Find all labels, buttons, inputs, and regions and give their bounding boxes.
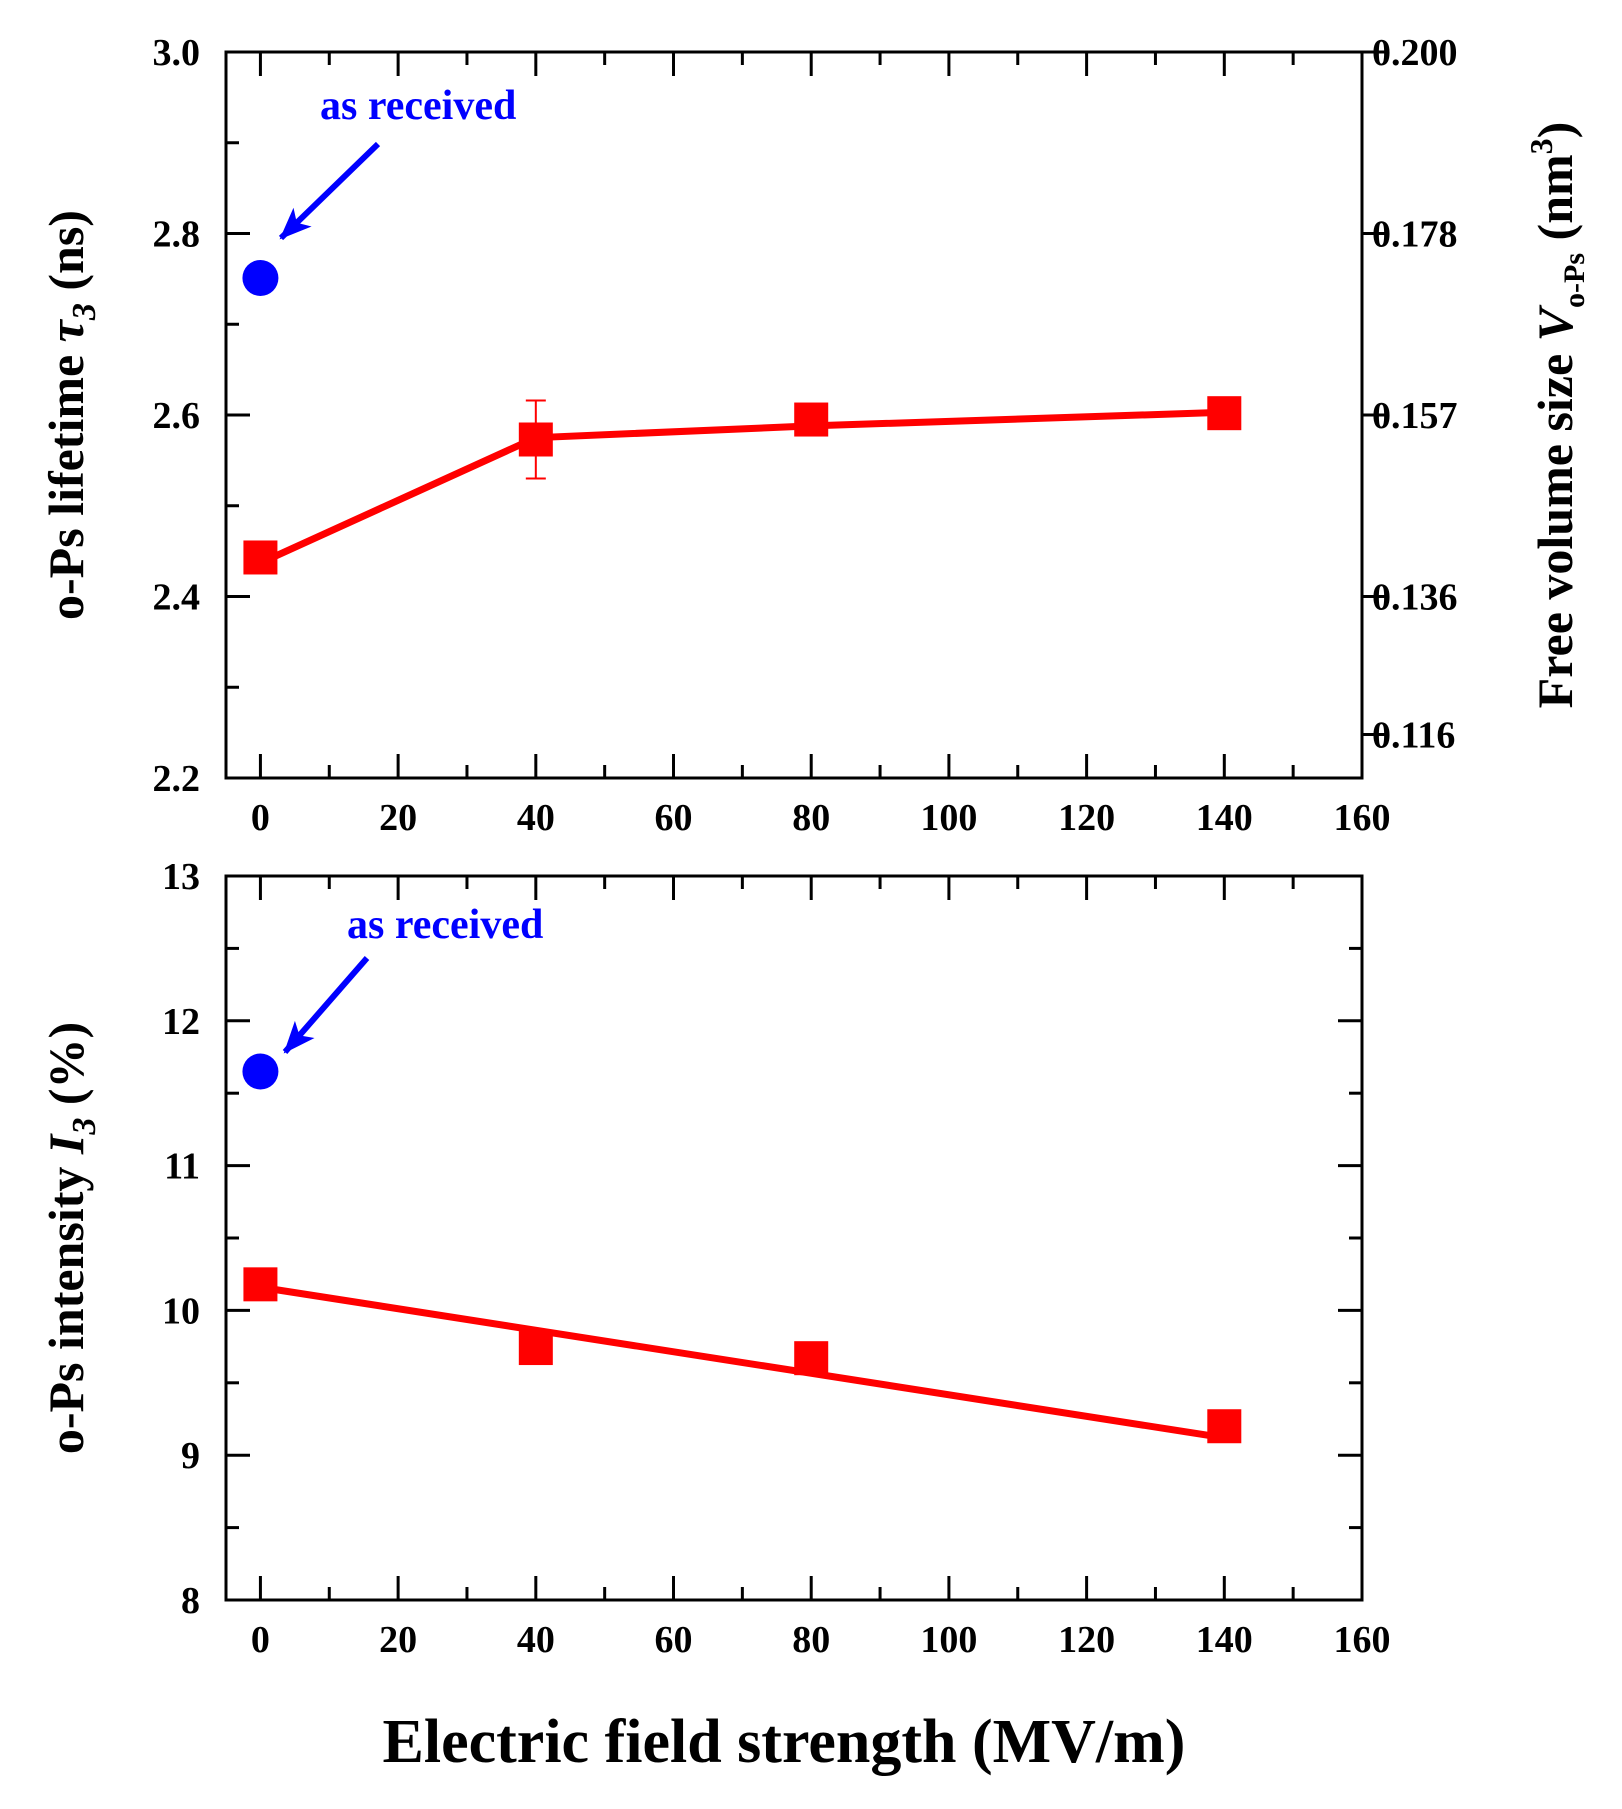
top-y2-tick-labels: 0.200 0.178 0.157 0.136 0.116 (1372, 32, 1458, 756)
data-point-square (1207, 396, 1242, 431)
x-tick-label: 20 (379, 797, 417, 839)
top-panel: 0 20 40 60 80 100 120 140 160 2.2 2.4 2.6 2.8 3.0 0.… (38, 32, 1591, 839)
data-point-square (794, 402, 829, 437)
fit-line (258, 408, 1225, 567)
x-tick-label: 60 (655, 1619, 693, 1661)
y2-tick-label: 0.200 (1372, 32, 1458, 74)
y-tick-label: 3.0 (153, 32, 201, 74)
x-tick-label: 140 (1196, 797, 1253, 839)
bottom-annotation-arrow (282, 956, 370, 1054)
y-tick-label: 8 (181, 1580, 200, 1622)
top-markers (242, 259, 1242, 575)
top-fit-line-group (258, 408, 1225, 567)
top-annotation-text: as received (320, 83, 516, 129)
data-point-square (518, 422, 553, 457)
fit-line (259, 1283, 1225, 1442)
x-tick-label: 80 (792, 797, 830, 839)
bottom-fit-line-group (259, 1283, 1225, 1442)
y2-tick-label: 0.116 (1372, 714, 1455, 756)
x-tick-label: 20 (379, 1619, 417, 1661)
data-point-as-received (242, 1053, 279, 1090)
x-tick-label: 160 (1334, 1619, 1391, 1661)
top-plot-frame (224, 50, 1364, 780)
y-tick-label: 11 (164, 1146, 200, 1188)
x-tick-label: 0 (251, 797, 270, 839)
top-y-tick-labels: 2.2 2.4 2.6 2.8 3.0 (153, 32, 201, 800)
x-tick-label: 140 (1196, 1619, 1253, 1661)
top-gridlines-ticks (226, 50, 1386, 780)
bottom-markers (242, 1053, 1242, 1444)
y-tick-label: 2.4 (153, 577, 201, 619)
y-tick-label: 2.6 (153, 395, 201, 437)
top-y2-axis-title: Free volume size Vo-Ps (nm3) (1523, 122, 1591, 709)
y-tick-label: 2.8 (153, 214, 201, 256)
top-y-axis-title: o-Ps lifetime τ3 (ns) (38, 210, 103, 620)
x-tick-label: 60 (655, 797, 693, 839)
x-tick-label: 40 (517, 797, 555, 839)
x-tick-label: 160 (1334, 797, 1391, 839)
y-tick-label: 2.2 (153, 758, 201, 800)
y2-tick-label: 0.136 (1372, 577, 1458, 619)
top-annotation: as received (278, 83, 516, 241)
y-tick-label: 10 (162, 1290, 200, 1332)
bottom-gridlines-ticks (226, 874, 1364, 1602)
bottom-annotation-text: as received (347, 902, 543, 948)
y-tick-label: 13 (162, 856, 200, 898)
data-point-square (1207, 1409, 1242, 1444)
y-tick-label: 9 (181, 1435, 200, 1477)
data-point-square (518, 1331, 553, 1366)
data-point-as-received (242, 259, 279, 296)
bottom-y-tick-labels: 8 9 10 11 12 13 (162, 856, 200, 1622)
x-tick-label: 120 (1058, 1619, 1115, 1661)
y-tick-label: 12 (162, 1001, 200, 1043)
bottom-y-axis-title: o-Ps intensity I3 (%) (38, 1022, 103, 1454)
x-tick-label: 120 (1058, 797, 1115, 839)
x-tick-label: 100 (920, 797, 977, 839)
y2-tick-label: 0.157 (1372, 395, 1458, 437)
bottom-x-tick-labels: 0 20 40 60 80 100 120 140 160 (251, 1619, 1391, 1661)
data-point-square (243, 540, 278, 575)
bottom-annotation: as received (282, 902, 543, 1054)
data-point-square (243, 1267, 278, 1302)
bottom-panel: 0 20 40 60 80 100 120 140 160 8 9 10 11 12 13 as rece… (38, 856, 1391, 1776)
y2-tick-label: 0.178 (1372, 214, 1458, 256)
x-tick-label: 40 (517, 1619, 555, 1661)
bottom-plot-frame (224, 874, 1364, 1602)
x-tick-label: 100 (920, 1619, 977, 1661)
x-tick-label: 0 (251, 1619, 270, 1661)
top-annotation-arrow (278, 141, 381, 241)
data-point-square (794, 1341, 829, 1376)
bottom-x-axis-title: Electric field strength (MV/m) (383, 1708, 1186, 1776)
x-tick-label: 80 (792, 1619, 830, 1661)
top-x-tick-labels: 0 20 40 60 80 100 120 140 160 (251, 797, 1391, 839)
